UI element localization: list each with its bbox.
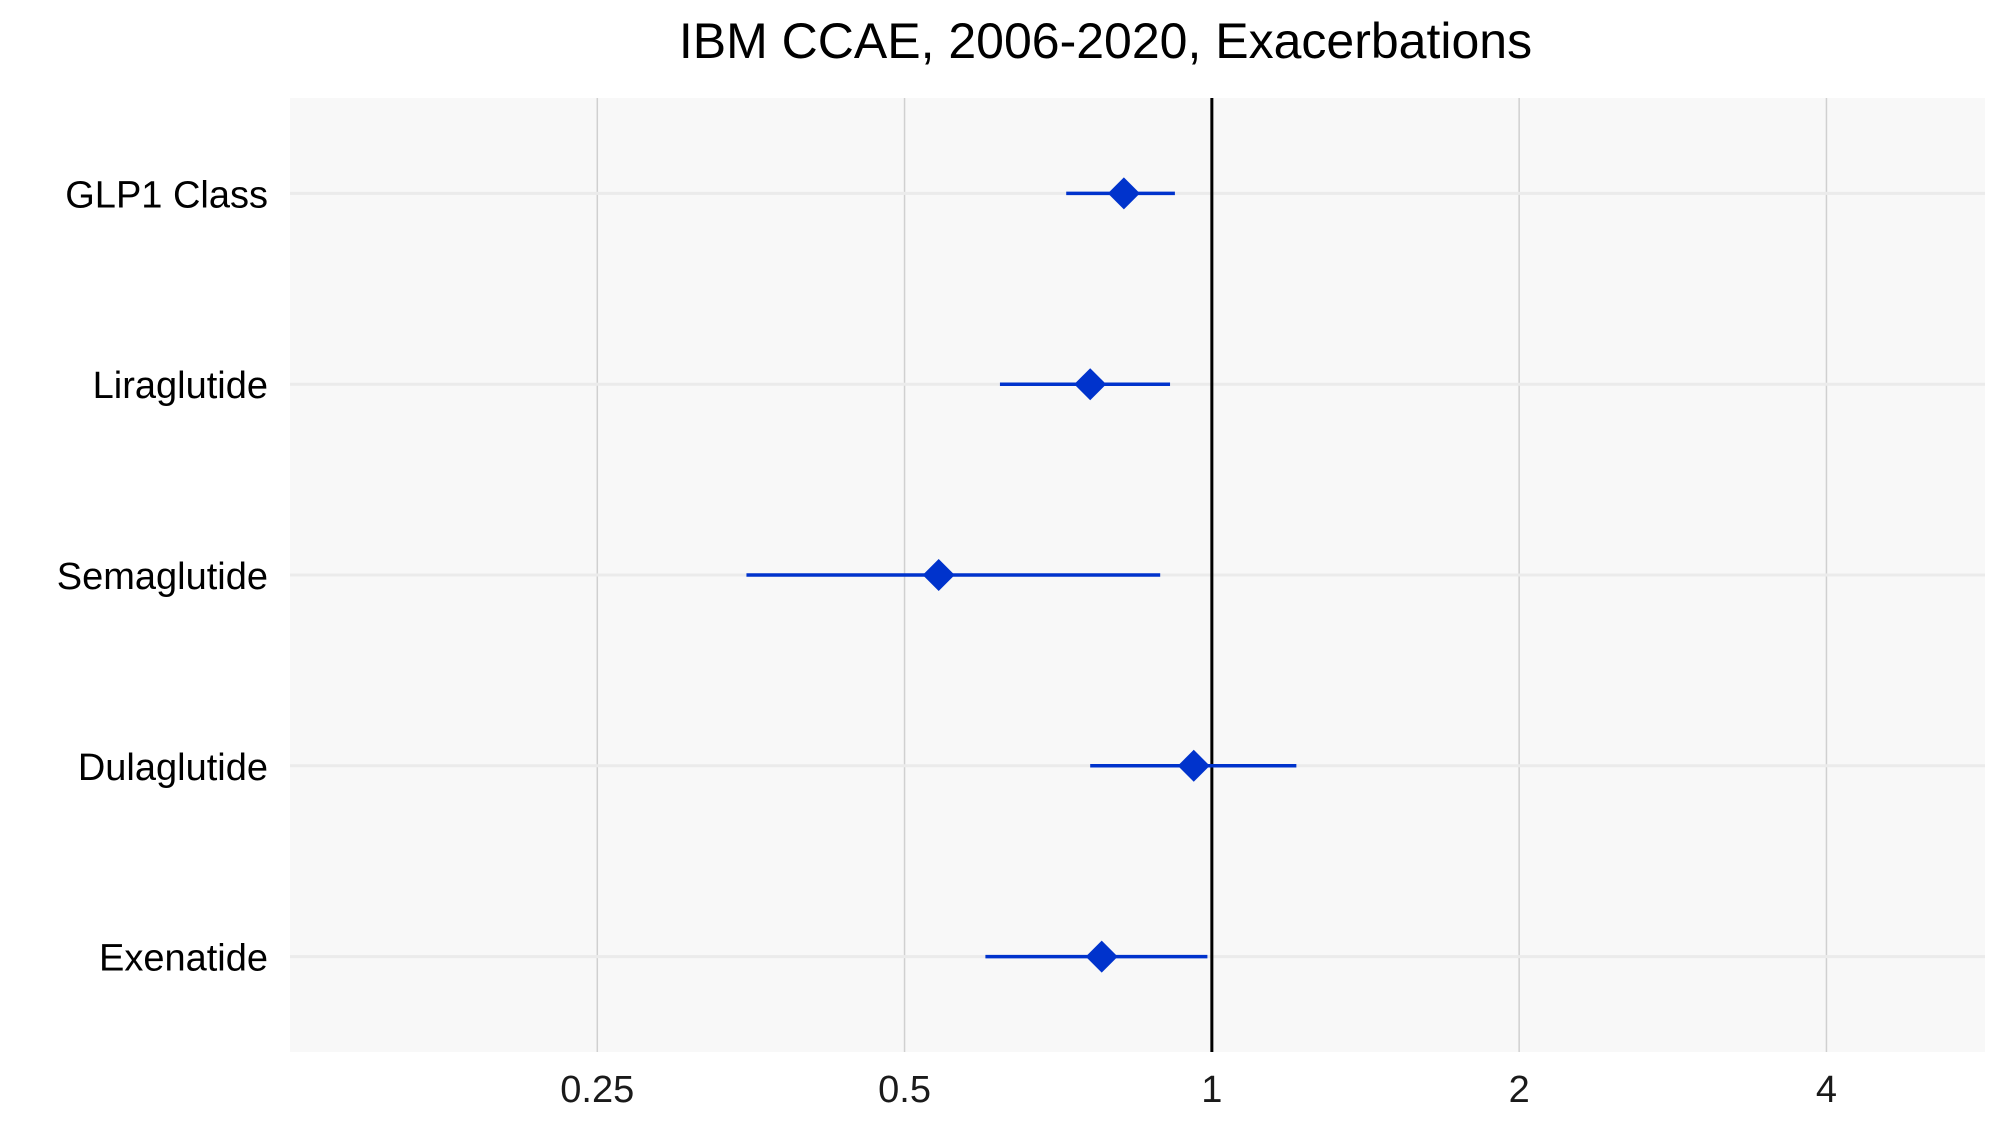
y-axis-labels: GLP1 Class Liraglutide Semaglutide Dulaglut… xyxy=(57,174,268,979)
chart-title: IBM CCAE, 2006-2020, Exacerbations xyxy=(678,13,1533,69)
y-category-label: GLP1 Class xyxy=(65,174,268,216)
x-tick-label: 1 xyxy=(1201,1069,1222,1111)
x-axis-tick-labels: 0.25 0.5 1 2 4 xyxy=(560,1069,1837,1111)
x-tick-label: 0.25 xyxy=(560,1069,634,1111)
estimate-point xyxy=(922,559,955,591)
estimate-point xyxy=(1107,177,1140,210)
estimate-point xyxy=(1085,940,1118,973)
y-category-label: Liraglutide xyxy=(93,365,268,407)
x-tick-label: 0.5 xyxy=(878,1069,931,1111)
y-category-label: Exenatide xyxy=(99,938,268,980)
y-category-label: Dulaglutide xyxy=(78,747,268,789)
y-category-label: Semaglutide xyxy=(57,556,268,598)
estimate-point xyxy=(1074,368,1107,401)
x-tick-label: 2 xyxy=(1509,1069,1530,1111)
estimate-point xyxy=(1177,749,1210,782)
estimate-marks xyxy=(746,177,1297,973)
x-tick-label: 4 xyxy=(1816,1069,1837,1111)
